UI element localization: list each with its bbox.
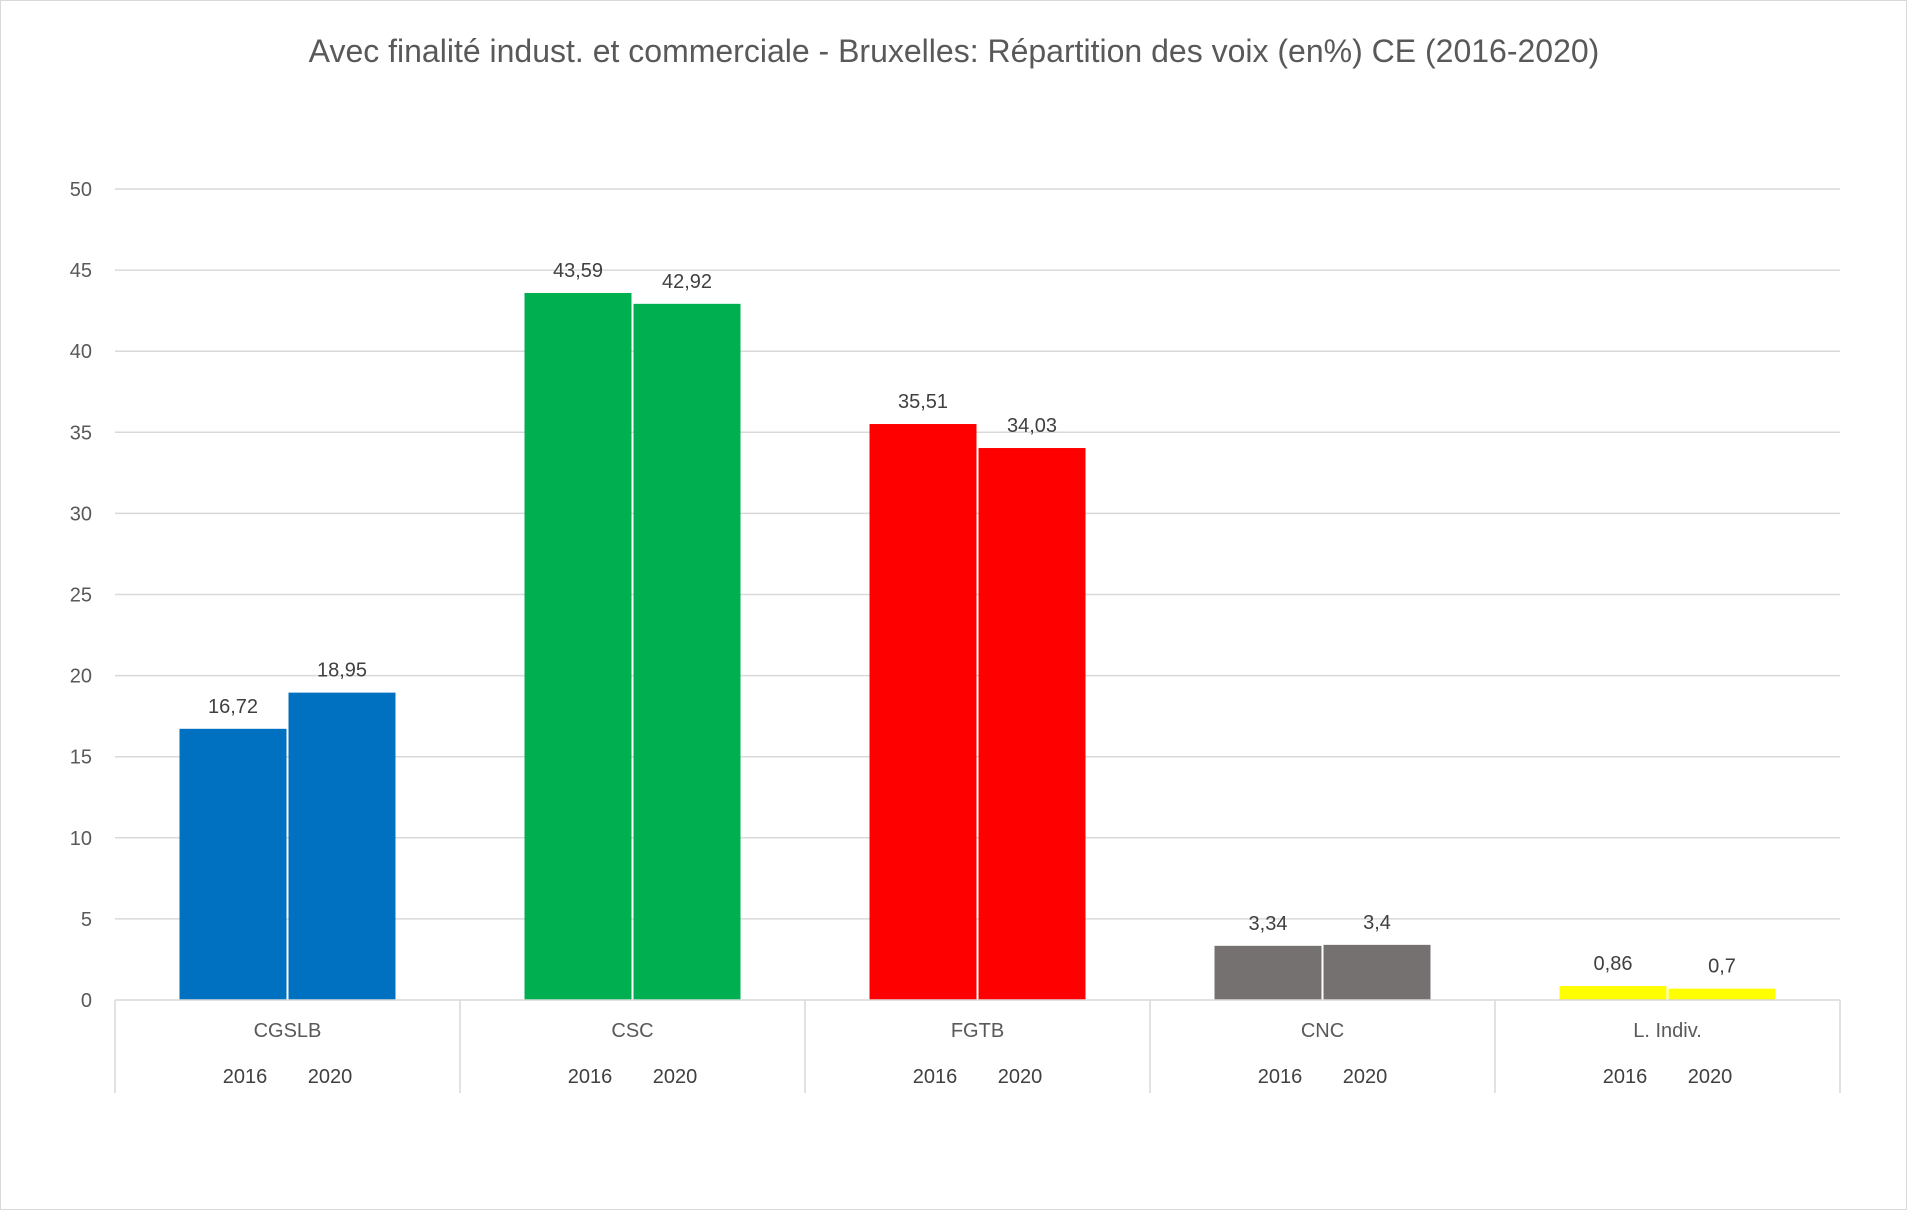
bar-l-indiv--2020 xyxy=(1668,988,1776,1000)
year-tick-label: 2020 xyxy=(1343,1066,1388,1088)
data-label: 0,7 xyxy=(1708,956,1736,978)
y-axis: 0 5 10 15 20 25 30 35 40 45 50 xyxy=(70,179,92,1012)
y-tick-label: 45 xyxy=(70,260,92,282)
y-tick-label: 30 xyxy=(70,503,92,525)
bar-csc-2016 xyxy=(524,292,632,1000)
data-label: 34,03 xyxy=(1007,415,1057,437)
year-tick-label: 2016 xyxy=(223,1066,268,1088)
year-tick-label: 2020 xyxy=(653,1066,698,1088)
y-tick-label: 0 xyxy=(81,990,92,1012)
category-label: L. Indiv. xyxy=(1633,1020,1702,1042)
data-label: 3,4 xyxy=(1363,912,1391,934)
bar-cnc-2020 xyxy=(1323,944,1431,1000)
category-label: CGSLB xyxy=(254,1020,322,1042)
year-tick-label: 2020 xyxy=(308,1066,353,1088)
year-tick-label: 2016 xyxy=(1603,1066,1648,1088)
category-label: FGTB xyxy=(951,1020,1004,1042)
data-labels: 16,72 18,95 43,59 42,92 35,51 34,03 3,34 3,4 0,8… xyxy=(208,260,1736,978)
bars xyxy=(179,292,1776,1000)
data-label: 42,92 xyxy=(662,271,712,293)
bar-cgslb-2020 xyxy=(288,692,396,1000)
bar-csc-2020 xyxy=(633,303,741,1000)
y-tick-label: 50 xyxy=(70,179,92,201)
year-tick-label: 2016 xyxy=(913,1066,958,1088)
data-label: 16,72 xyxy=(208,696,258,718)
year-tick-label: 2020 xyxy=(1688,1066,1733,1088)
category-label: CNC xyxy=(1301,1020,1344,1042)
y-tick-label: 20 xyxy=(70,666,92,688)
bar-fgtb-2016 xyxy=(869,424,977,1000)
data-label: 43,59 xyxy=(553,260,603,282)
bar-l-indiv--2016 xyxy=(1559,986,1667,1000)
year-tick-label: 2016 xyxy=(1258,1066,1303,1088)
year-tick-label: 2016 xyxy=(568,1066,613,1088)
bar-fgtb-2020 xyxy=(978,448,1086,1000)
data-label: 3,34 xyxy=(1249,913,1288,935)
chart-title: Avec finalité indust. et commerciale - B… xyxy=(309,33,1600,69)
x-axis: 2016 2020 CGSLB 2016 2020 CSC 2016 2020 FGTB 2016… xyxy=(114,999,1841,1093)
data-label: 18,95 xyxy=(317,660,367,682)
category-label: CSC xyxy=(611,1020,653,1042)
y-tick-label: 35 xyxy=(70,422,92,444)
bar-cgslb-2016 xyxy=(179,728,287,1000)
bar-cnc-2016 xyxy=(1214,945,1322,1000)
y-tick-label: 25 xyxy=(70,585,92,607)
y-tick-label: 5 xyxy=(81,909,92,931)
gridlines xyxy=(115,188,1840,920)
y-tick-label: 10 xyxy=(70,828,92,850)
y-tick-label: 15 xyxy=(70,747,92,769)
year-tick-label: 2020 xyxy=(998,1066,1043,1088)
data-label: 0,86 xyxy=(1594,953,1633,975)
data-label: 35,51 xyxy=(898,391,948,413)
y-tick-label: 40 xyxy=(70,341,92,363)
